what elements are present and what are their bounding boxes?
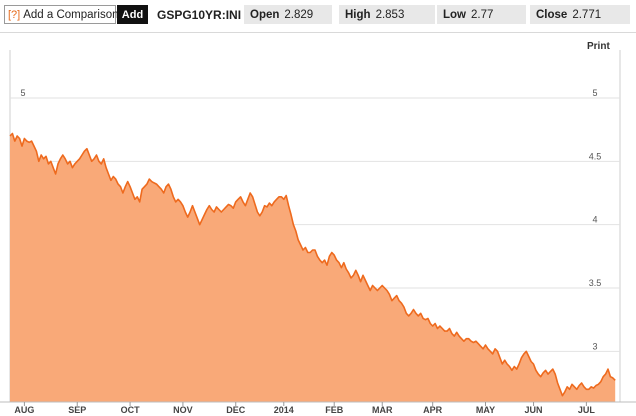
y-tick-label-right: 3 xyxy=(592,341,597,351)
open-value: 2.829 xyxy=(284,8,314,21)
series-line xyxy=(9,132,616,397)
y-tick-label-right: 4 xyxy=(592,215,597,225)
low-label: Low xyxy=(443,8,466,21)
x-tick-label: NOV xyxy=(173,405,193,415)
y-tick-label-right: 4.5 xyxy=(589,151,602,161)
print-button[interactable]: Print xyxy=(587,41,610,52)
y-tick-label-right: 5 xyxy=(592,88,597,98)
x-tick-label: SEP xyxy=(68,405,86,415)
help-icon[interactable]: [?] xyxy=(8,8,21,21)
high-label: High xyxy=(345,8,371,21)
x-tick-label: JUN xyxy=(525,405,543,415)
y-tick-label-right: 3.5 xyxy=(589,278,602,288)
x-tick-label: MAY xyxy=(476,405,495,415)
x-tick-label: AUG xyxy=(14,405,34,415)
add-comparison-input[interactable]: [?] Add a Comparison xyxy=(4,5,119,24)
toolbar-divider xyxy=(0,32,636,33)
toolbar: [?] Add a Comparison Add GSPG10YR:INI Op… xyxy=(0,0,636,30)
x-tick-label: OCT xyxy=(121,405,141,415)
x-tick-label: FEB xyxy=(325,405,344,415)
low-stat: Low 2.77 xyxy=(437,5,526,24)
low-value: 2.77 xyxy=(471,8,494,21)
x-tick-label: JUL xyxy=(578,405,596,415)
high-stat: High 2.853 xyxy=(339,5,435,24)
x-tick-label: MAR xyxy=(372,405,393,415)
x-tick-label: DEC xyxy=(226,405,246,415)
close-label: Close xyxy=(536,8,568,21)
high-value: 2.853 xyxy=(375,8,405,21)
open-label: Open xyxy=(250,8,280,21)
series-area xyxy=(10,133,616,402)
close-stat: Close 2.771 xyxy=(530,5,630,24)
close-value: 2.771 xyxy=(572,8,602,21)
add-comparison-label: Add a Comparison xyxy=(23,8,119,21)
x-tick-label: APR xyxy=(423,405,443,415)
open-stat: Open 2.829 xyxy=(244,5,332,24)
add-button[interactable]: Add xyxy=(117,5,148,24)
symbol-label: GSPG10YR:INI xyxy=(157,7,242,22)
x-tick-label: 2014 xyxy=(274,405,294,415)
y-tick-label-left: 5 xyxy=(20,88,25,98)
